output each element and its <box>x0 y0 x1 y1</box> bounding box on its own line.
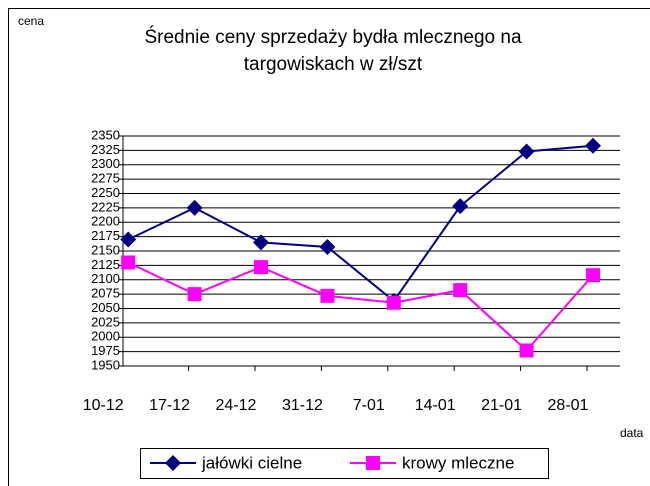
chart-border <box>8 8 650 486</box>
x-tick-label: 17-12 <box>149 397 190 414</box>
x-tick-label: 21-01 <box>481 397 522 414</box>
y-axis-label: cena <box>18 14 44 28</box>
x-tick-label: 24-12 <box>216 397 257 414</box>
legend-label: jałówki cielne <box>201 453 302 472</box>
y-tick-label: 2300 <box>91 156 120 171</box>
data-point <box>453 283 468 298</box>
data-point <box>586 268 600 283</box>
data-point <box>253 234 269 251</box>
legend-marker <box>165 455 181 471</box>
y-tick-label: 2025 <box>91 314 120 329</box>
data-point <box>320 288 335 303</box>
y-tick-label: 2250 <box>91 185 120 200</box>
data-point <box>254 260 268 275</box>
data-point <box>386 295 401 310</box>
y-tick-label: 2075 <box>91 286 120 301</box>
y-tick-label: 2000 <box>91 329 120 344</box>
y-tick-label: 2200 <box>91 214 120 229</box>
y-tick-label: 2150 <box>91 242 120 257</box>
data-point <box>585 137 601 154</box>
x-tick-label: 28-01 <box>548 397 589 414</box>
data-point <box>518 143 535 160</box>
x-tick-label: 31-12 <box>282 397 323 414</box>
data-point <box>120 231 137 248</box>
y-tick-label: 2175 <box>91 228 120 243</box>
data-point <box>121 255 136 270</box>
x-tick-label: 10-12 <box>83 397 124 414</box>
y-tick-label: 2350 <box>91 127 120 142</box>
y-tick-label: 2050 <box>91 300 120 315</box>
x-tick-label: 7-01 <box>353 397 385 414</box>
data-point <box>519 343 534 358</box>
y-tick-label: 2100 <box>91 271 120 286</box>
legend-label: krowy mleczne <box>402 453 514 472</box>
data-point <box>186 199 203 216</box>
x-tick-label: 14-01 <box>415 397 456 414</box>
series-line <box>127 261 594 352</box>
y-tick-label: 1950 <box>91 357 120 372</box>
legend-box <box>140 448 549 479</box>
y-tick-label: 2325 <box>91 142 120 157</box>
data-point <box>452 198 469 215</box>
chart-title: Średnie ceny sprzedaży bydła mlecznego n… <box>144 27 522 75</box>
y-tick-label: 2125 <box>91 257 120 272</box>
y-tick-label: 1975 <box>91 343 120 358</box>
legend-marker <box>366 456 380 470</box>
data-point <box>319 238 336 255</box>
y-tick-label: 2225 <box>91 199 120 214</box>
y-tick-label: 2275 <box>91 171 120 186</box>
data-point <box>187 287 202 302</box>
series-line <box>127 144 594 303</box>
x-axis-label: data <box>620 426 644 440</box>
